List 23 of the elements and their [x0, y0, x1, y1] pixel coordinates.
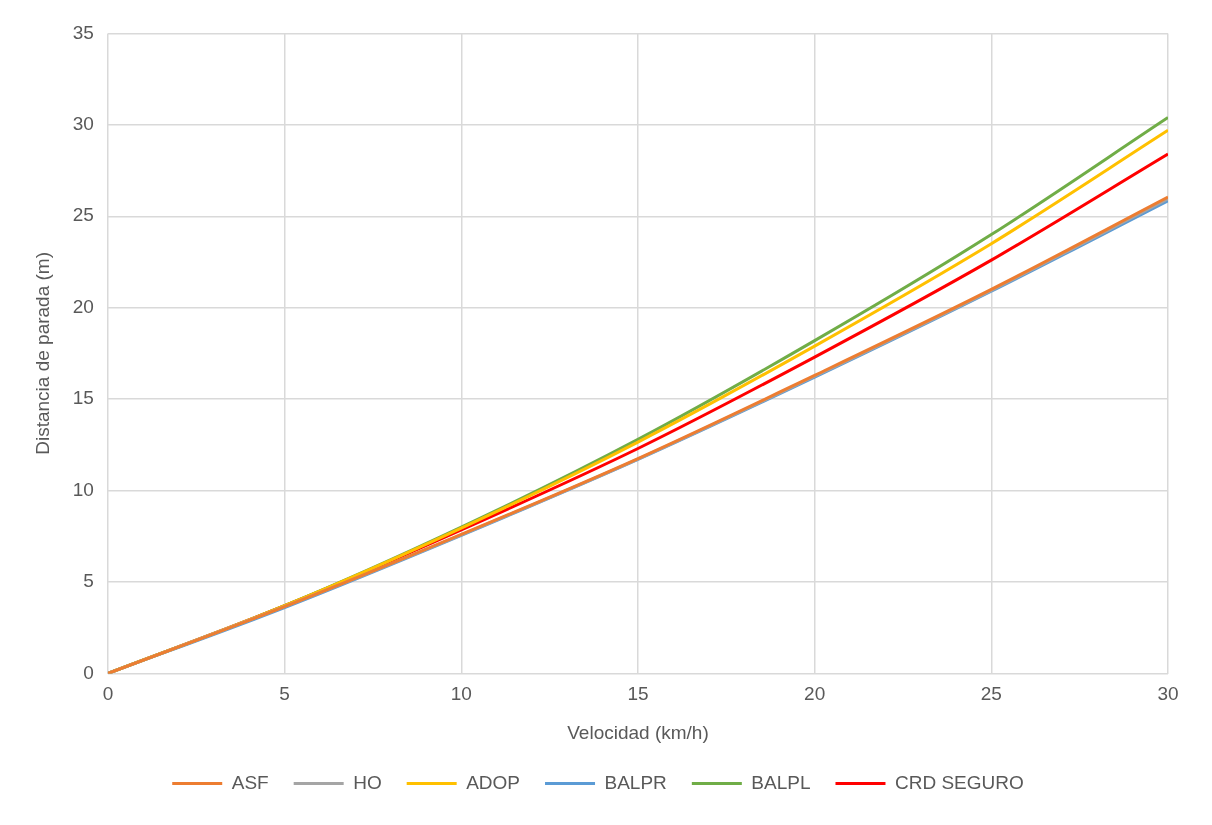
x-tick-label: 30 — [1157, 683, 1179, 705]
legend-label: BALPL — [751, 771, 811, 793]
legend-label: CRD SEGURO — [894, 771, 1024, 793]
y-tick-label: 35 — [72, 21, 94, 43]
y-tick-label: 5 — [83, 570, 94, 592]
y-tick-label: 20 — [72, 295, 94, 317]
legend-label: ASF — [231, 771, 269, 793]
x-tick-label: 15 — [627, 683, 649, 705]
y-tick-label: 10 — [72, 478, 94, 500]
legend-label: ADOP — [466, 771, 521, 793]
x-tick-label: 5 — [279, 683, 290, 705]
legend-label: BALPR — [604, 771, 667, 793]
x-tick-label: 10 — [450, 683, 472, 705]
y-tick-label: 15 — [72, 387, 94, 409]
x-axis-title: Velocidad (km/h) — [567, 721, 709, 743]
y-tick-label: 25 — [72, 204, 94, 226]
x-tick-label: 25 — [980, 683, 1002, 705]
x-tick-label: 20 — [804, 683, 826, 705]
legend-label: HO — [353, 771, 382, 793]
y-axis-title: Distancia de parada (m) — [31, 252, 53, 455]
y-tick-label: 30 — [72, 113, 94, 135]
x-tick-label: 0 — [102, 683, 114, 705]
y-tick-label: 0 — [83, 661, 94, 683]
